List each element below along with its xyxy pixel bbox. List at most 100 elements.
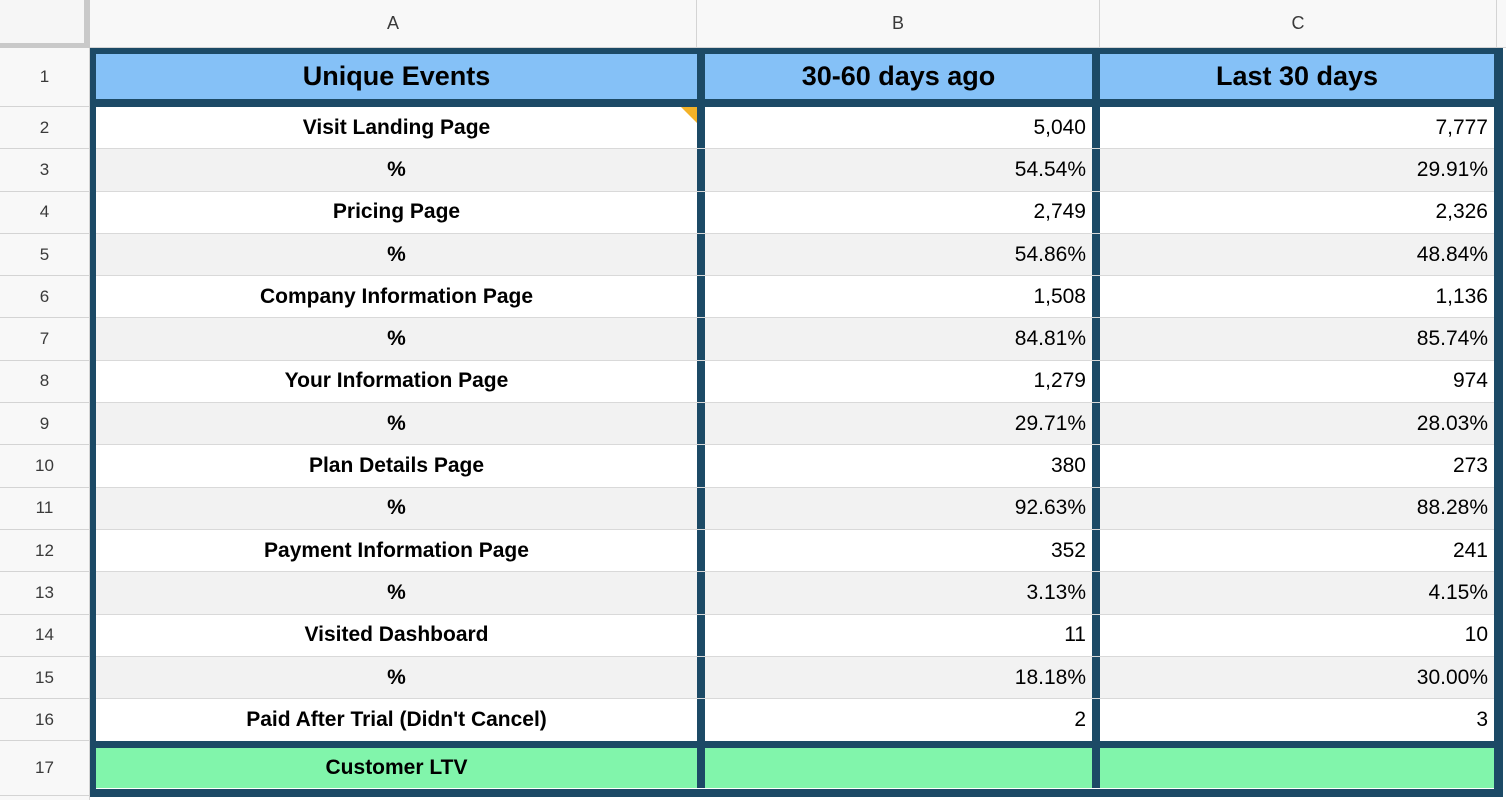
cell-B2[interactable]: 5,040 [1033,115,1086,139]
cell-B7[interactable]: 84.81% [705,318,1092,360]
column-divider [1092,149,1100,191]
cell-A13[interactable]: % [96,572,697,614]
cell-A9[interactable]: % [96,403,697,445]
cell-B14[interactable]: 11 [1064,623,1086,647]
cell-C6[interactable]: 1,136 [1435,284,1488,308]
cell-C3[interactable]: 29.91% [1100,149,1494,191]
cell-A2[interactable]: Visit Landing Page [96,107,697,148]
data-table: Unique Events 30-60 days ago Last 30 day… [90,48,1503,797]
cell-B16[interactable]: 2 [1074,708,1086,732]
cell-C9[interactable]: 28.03% [1100,403,1494,445]
note-marker-icon [681,107,697,123]
column-divider [1092,748,1100,789]
cell-C15[interactable]: 30.00% [1100,656,1494,699]
row-header-3[interactable]: 3 [0,149,89,192]
row-header-4[interactable]: 4 [0,192,89,234]
cell-A12[interactable]: Payment Information Page [264,538,529,562]
column-divider [697,54,705,99]
cell-C4[interactable]: 2,326 [1435,200,1488,224]
column-divider [697,233,705,276]
column-divider [697,656,705,699]
row-header-11[interactable]: 11 [0,488,89,530]
column-divider [1092,487,1100,529]
cell-A15[interactable]: % [96,656,697,699]
column-divider [697,529,705,572]
cell-A16[interactable]: Paid After Trial (Didn't Cancel) [246,708,547,732]
column-header-B[interactable]: B [697,0,1100,48]
row-header-7[interactable]: 7 [0,318,89,361]
cell-B15[interactable]: 18.18% [705,656,1092,699]
row-header-12[interactable]: 12 [0,530,89,573]
cell-A11[interactable]: % [96,487,697,529]
column-header-A[interactable]: A [90,0,697,48]
cell-C5[interactable]: 48.84% [1100,233,1494,276]
cell-A7[interactable]: % [96,318,697,360]
cell-C17[interactable] [1100,748,1494,789]
table-row: Your Information Page 1,279 974 [96,360,1494,404]
cell-A10[interactable]: Plan Details Page [308,454,485,478]
cell-B12[interactable]: 352 [1050,538,1086,562]
cell-B5[interactable]: 54.86% [705,233,1092,276]
cell-A3[interactable]: % [96,149,697,191]
column-divider [1092,529,1100,572]
cell-C12[interactable]: 241 [1452,538,1488,562]
cell-C11[interactable]: 88.28% [1100,487,1494,529]
cell-A1[interactable]: Unique Events [96,54,697,99]
row-header-8[interactable]: 8 [0,361,89,404]
cell-A8[interactable]: Your Information Page [284,369,509,393]
cell-C7[interactable]: 85.74% [1100,318,1494,360]
cell-C14[interactable]: 10 [1464,623,1488,647]
cell-A6[interactable]: Company Information Page [259,284,534,308]
column-divider [697,572,705,614]
row-header-14[interactable]: 14 [0,615,89,657]
cell-B13[interactable]: 3.13% [705,572,1092,614]
cell-A14[interactable]: Visited Dashboard [304,623,489,647]
row-header-10[interactable]: 10 [0,445,89,488]
cell-B9[interactable]: 29.71% [705,403,1092,445]
cell-A4[interactable]: Pricing Page [332,200,461,224]
column-header-row: A B C [0,0,1506,48]
row-divider [96,741,1494,749]
cell-C2[interactable]: 7,777 [1435,115,1488,139]
row-header-16[interactable]: 16 [0,699,89,742]
column-divider [1092,656,1100,699]
cell-B4[interactable]: 2,749 [1033,200,1086,224]
column-header-C[interactable]: C [1100,0,1497,48]
sheet-body: 1 2 3 4 5 6 7 8 9 10 11 12 13 14 15 16 17 Unique Events … [0,48,1506,800]
row-header-9[interactable]: 9 [0,403,89,446]
row-header-15[interactable]: 15 [0,657,89,700]
table-row: % 54.86% 48.84% [96,233,1494,277]
row-header-17[interactable]: 17 [0,741,89,797]
column-divider [1092,445,1100,487]
column-divider [1092,107,1100,149]
cell-B3[interactable]: 54.54% [705,149,1092,191]
cell-C13[interactable]: 4.15% [1100,572,1494,614]
column-divider [697,149,705,191]
row-header-1[interactable]: 1 [0,48,89,107]
cell-C8[interactable]: 974 [1452,369,1488,393]
cell-B1[interactable]: 30-60 days ago [705,54,1092,99]
row-header-6[interactable]: 6 [0,276,89,319]
cell-C10[interactable]: 273 [1452,454,1488,478]
cell-B11[interactable]: 92.63% [705,487,1092,529]
cell-B10[interactable]: 380 [1050,454,1086,478]
table-row: % 18.18% 30.00% [96,656,1494,700]
cell-A17[interactable]: Customer LTV [96,748,697,789]
row-number-column: 1 2 3 4 5 6 7 8 9 10 11 12 13 14 15 16 17 [0,48,90,800]
table-row: % 54.54% 29.91% [96,149,1494,192]
select-all-corner[interactable] [0,0,90,48]
cell-B6[interactable]: 1,508 [1033,284,1086,308]
cell-B17[interactable] [705,748,1092,789]
column-divider [697,403,705,445]
column-divider [1092,233,1100,276]
cell-C1[interactable]: Last 30 days [1100,54,1494,99]
cell-C16[interactable]: 3 [1476,708,1488,732]
row-header-2[interactable]: 2 [0,107,89,150]
column-divider [1092,699,1100,742]
cell-B8[interactable]: 1,279 [1033,369,1086,393]
table-row: % 29.71% 28.03% [96,403,1494,446]
cell-A5[interactable]: % [96,233,697,276]
row-header-5[interactable]: 5 [0,234,89,277]
row-header-13[interactable]: 13 [0,572,89,615]
